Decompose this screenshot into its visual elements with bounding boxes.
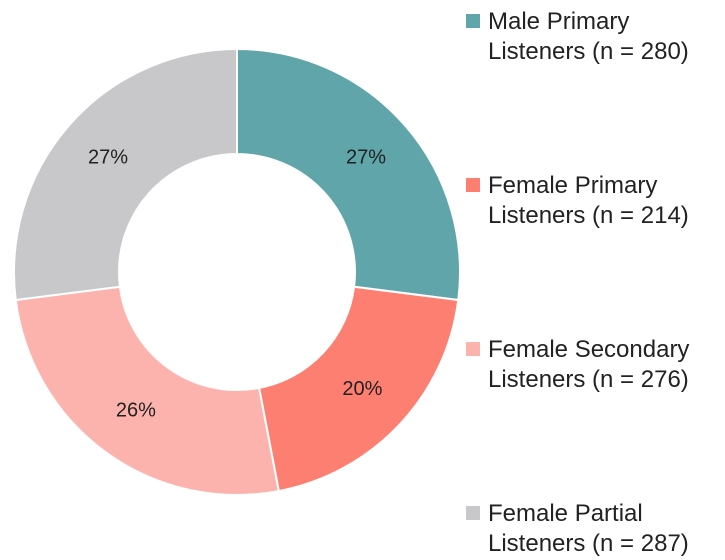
legend-label: Female Secondary Listeners (n = 276) — [488, 336, 690, 393]
value-label: 27% — [88, 147, 128, 169]
legend-item: Female Partial Listeners (n = 287) — [466, 499, 725, 559]
donut-segment — [14, 285, 280, 496]
value-label: 26% — [116, 399, 156, 421]
legend-swatch — [466, 14, 480, 28]
chart: 27% 20% 26% 27% — [13, 47, 460, 496]
donut-segment — [236, 47, 460, 302]
legend-item: Female Primary Listeners (n = 214) — [466, 171, 725, 231]
legend-label: Female Primary Listeners (n = 214) — [488, 172, 689, 229]
legend-item: Female Secondary Listeners (n = 276) — [466, 335, 725, 395]
legend-swatch — [466, 178, 480, 192]
legend-swatch — [466, 342, 480, 356]
legend-item: Male Primary Listeners (n = 280) — [466, 7, 725, 67]
value-label: 27% — [346, 147, 386, 169]
legend-label: Female Partial Listeners (n = 287) — [488, 500, 689, 557]
value-label: 20% — [342, 378, 382, 400]
legend-swatch — [466, 506, 480, 520]
legend-label: Male Primary Listeners (n = 280) — [488, 8, 689, 65]
donut-segment — [13, 47, 238, 302]
donut-segment — [257, 285, 460, 493]
